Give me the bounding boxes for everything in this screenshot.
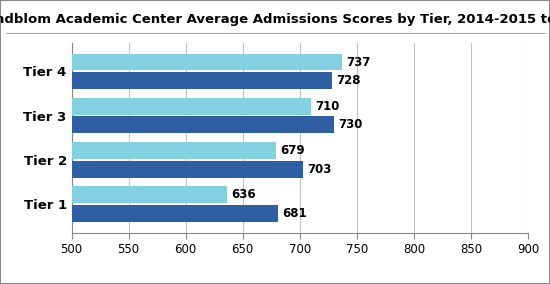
Text: 737: 737 — [346, 56, 371, 68]
Bar — [0, 142, 276, 159]
Bar — [0, 186, 227, 203]
Text: 679: 679 — [280, 144, 305, 157]
Bar — [0, 116, 334, 133]
Bar — [0, 54, 342, 70]
Text: 728: 728 — [336, 74, 361, 87]
Text: 636: 636 — [232, 188, 256, 201]
Bar — [0, 72, 332, 89]
Bar — [0, 161, 303, 178]
Bar — [0, 205, 278, 222]
Text: Figure 2. Lindblom Academic Center Average Admissions Scores by Tier, 2014-2015 : Figure 2. Lindblom Academic Center Avera… — [0, 13, 550, 26]
Text: 703: 703 — [308, 163, 332, 176]
Text: 681: 681 — [283, 207, 307, 220]
Text: 710: 710 — [316, 100, 340, 113]
Bar — [0, 98, 311, 115]
Text: 730: 730 — [339, 118, 363, 131]
